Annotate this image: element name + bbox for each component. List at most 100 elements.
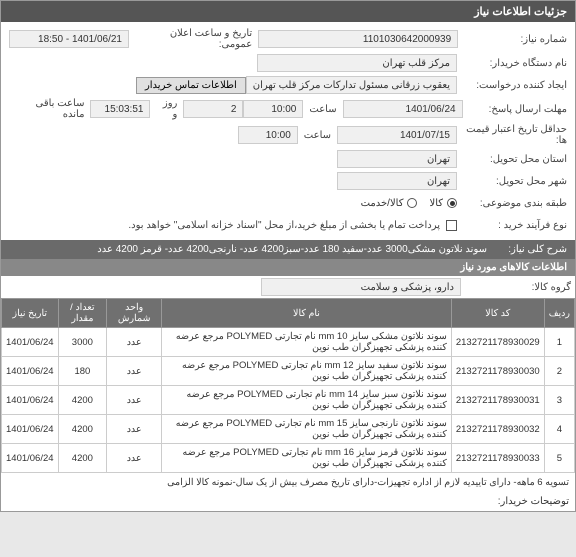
description-bar: شرح کلی نیاز: سوند نلاتون مشکی3000 عدد-س… [1, 240, 575, 259]
note-text: تسویه 6 ماهه- دارای تاییدیه لازم از ادار… [1, 473, 575, 492]
col-row: ردیف [544, 299, 574, 328]
label-response-deadline: مهلت ارسال پاسخ: [463, 104, 567, 115]
radio-group-classification: کالا کالا/خدمت [361, 198, 457, 209]
label-need-city: استان محل تحویل: [457, 154, 567, 165]
row-response-deadline: مهلت ارسال پاسخ: 1401/06/24 ساعت 10:00 2… [5, 96, 571, 122]
table-cell: 3000 [58, 328, 107, 357]
label-days: روز و [150, 98, 183, 120]
table-cell: 2132721178930029 [451, 328, 544, 357]
label-deliver-city: شهر محل تحویل: [457, 176, 567, 187]
table-cell: 4200 [58, 415, 107, 444]
row-goods-group: گروه کالا: دارو، پزشکی و سلامت [1, 276, 575, 298]
goods-header: اطلاعات کالاهای مورد نیاز [1, 259, 575, 276]
table-row: 52132721178930033سوند نلاتون قرمز سایز m… [2, 444, 575, 473]
table-cell: 2 [544, 357, 574, 386]
label-announce: تاریخ و ساعت اعلان عمومی: [129, 28, 258, 50]
table-cell: سوند نلاتون مشکی سایز mm 10 نام تجارتی P… [162, 328, 452, 357]
row-need-number: شماره نیاز: 1101030642000939 تاریخ و ساع… [5, 26, 571, 52]
table-cell: سوند نلاتون سفید سایز mm 12 نام تجارتی P… [162, 357, 452, 386]
table-header-row: ردیف کد کالا نام کالا واحد شمارش تعداد /… [2, 299, 575, 328]
buyer-notes-label: توضیحات خریدار: [498, 496, 569, 507]
table-cell: 1401/06/24 [2, 357, 59, 386]
label-request-creator: ایجاد کننده درخواست: [457, 80, 567, 91]
table-cell: 2132721178930031 [451, 386, 544, 415]
row-request-creator: ایجاد کننده درخواست: یعقوب زرقانی مسئول … [5, 74, 571, 96]
main-section: شماره نیاز: 1101030642000939 تاریخ و ساع… [1, 22, 575, 240]
radio-goods-circle [447, 198, 457, 208]
table-cell: سوند نلاتون سبز سایز mm 14 نام تجارتی PO… [162, 386, 452, 415]
description-label: شرح کلی نیاز: [487, 244, 567, 255]
row-deliver-city: شهر محل تحویل: تهران [5, 170, 571, 192]
radio-goods-label: کالا [429, 198, 443, 209]
row-need-city: استان محل تحویل: تهران [5, 148, 571, 170]
label-min-validity: حداقل تاریخ اعتبار قیمت ها: [457, 124, 567, 146]
col-date: تاریخ نیاز [2, 299, 59, 328]
value-need-number: 1101030642000939 [258, 30, 458, 48]
label-goods-group: گروه کالا: [461, 282, 571, 293]
checkbox-process[interactable] [446, 220, 457, 231]
table-row: 42132721178930032سوند نلاتون نارنجی سایز… [2, 415, 575, 444]
table-cell: عدد [107, 328, 162, 357]
header-title: جزئیات اطلاعات نیاز [474, 6, 567, 18]
col-qty: تعداد / مقدار [58, 299, 107, 328]
label-need-number: شماره نیاز: [458, 34, 567, 45]
label-process-type: نوع فرآیند خرید : [457, 220, 567, 231]
form-container: جزئیات اطلاعات نیاز شماره نیاز: 11010306… [0, 0, 576, 512]
table-cell: عدد [107, 444, 162, 473]
table-cell: 2132721178930030 [451, 357, 544, 386]
value-announce: 1401/06/21 - 18:50 [9, 30, 129, 48]
table-cell: 4 [544, 415, 574, 444]
value-deliver-city: تهران [337, 172, 457, 190]
header-bar: جزئیات اطلاعات نیاز [1, 1, 575, 22]
table-cell: 1401/06/24 [2, 444, 59, 473]
description-text: سوند نلاتون مشکی3000 عدد-سفید 180 عدد-سب… [9, 244, 487, 255]
col-unit: واحد شمارش [107, 299, 162, 328]
contact-info-button[interactable]: اطلاعات تماس خریدار [136, 77, 246, 94]
table-cell: 4200 [58, 386, 107, 415]
table-cell: 180 [58, 357, 107, 386]
table-cell: 2132721178930033 [451, 444, 544, 473]
value-response-remain: 15:03:51 [90, 100, 150, 118]
table-row: 22132721178930030سوند نلاتون سفید سایز m… [2, 357, 575, 386]
value-buyer-device: مرکز قلب تهران [257, 54, 457, 72]
col-code: کد کالا [451, 299, 544, 328]
table-row: 32132721178930031سوند نلاتون سبز سایز mm… [2, 386, 575, 415]
value-min-validity-date: 1401/07/15 [337, 126, 457, 144]
radio-service-label: کالا/خدمت [361, 198, 404, 209]
value-response-time: 10:00 [243, 100, 303, 118]
value-response-date: 1401/06/24 [343, 100, 463, 118]
value-min-validity-time: 10:00 [238, 126, 298, 144]
table-cell: سوند نلاتون قرمز سایز mm 16 نام تجارتی P… [162, 444, 452, 473]
table-cell: عدد [107, 415, 162, 444]
text-process-type: پرداخت تمام یا بخشی از مبلغ خرید،از محل … [122, 220, 446, 231]
table-row: 12132721178930029سوند نلاتون مشکی سایز m… [2, 328, 575, 357]
radio-service[interactable]: کالا/خدمت [361, 198, 418, 209]
label-time-2: ساعت [298, 130, 337, 141]
radio-goods[interactable]: کالا [429, 198, 457, 209]
footer-row: توضیحات خریدار: [1, 492, 575, 511]
table-cell: 5 [544, 444, 574, 473]
value-need-city: تهران [337, 150, 457, 168]
table-cell: عدد [107, 357, 162, 386]
table-cell: 1401/06/24 [2, 328, 59, 357]
label-buyer-device: نام دستگاه خریدار: [457, 58, 567, 69]
value-request-creator: یعقوب زرقانی مسئول تدارکات مرکز قلب تهرا… [246, 76, 457, 94]
table-cell: 4200 [58, 444, 107, 473]
label-time-1: ساعت [303, 104, 342, 115]
col-name: نام کالا [162, 299, 452, 328]
row-classification: طبقه بندی موضوعی: کالا کالا/خدمت [5, 192, 571, 214]
table-cell: 1401/06/24 [2, 415, 59, 444]
label-classification: طبقه بندی موضوعی: [457, 198, 567, 209]
table-body: 12132721178930029سوند نلاتون مشکی سایز m… [2, 328, 575, 473]
table-cell: عدد [107, 386, 162, 415]
table-cell: سوند نلاتون نارنجی سایز mm 15 نام تجارتی… [162, 415, 452, 444]
value-response-days: 2 [183, 100, 243, 118]
table-cell: 3 [544, 386, 574, 415]
row-min-validity: حداقل تاریخ اعتبار قیمت ها: 1401/07/15 س… [5, 122, 571, 148]
goods-table: ردیف کد کالا نام کالا واحد شمارش تعداد /… [1, 298, 575, 473]
table-cell: 1 [544, 328, 574, 357]
row-buyer-device: نام دستگاه خریدار: مرکز قلب تهران [5, 52, 571, 74]
table-cell: 2132721178930032 [451, 415, 544, 444]
table-cell: 1401/06/24 [2, 386, 59, 415]
label-remain: ساعت باقی مانده [9, 98, 90, 120]
